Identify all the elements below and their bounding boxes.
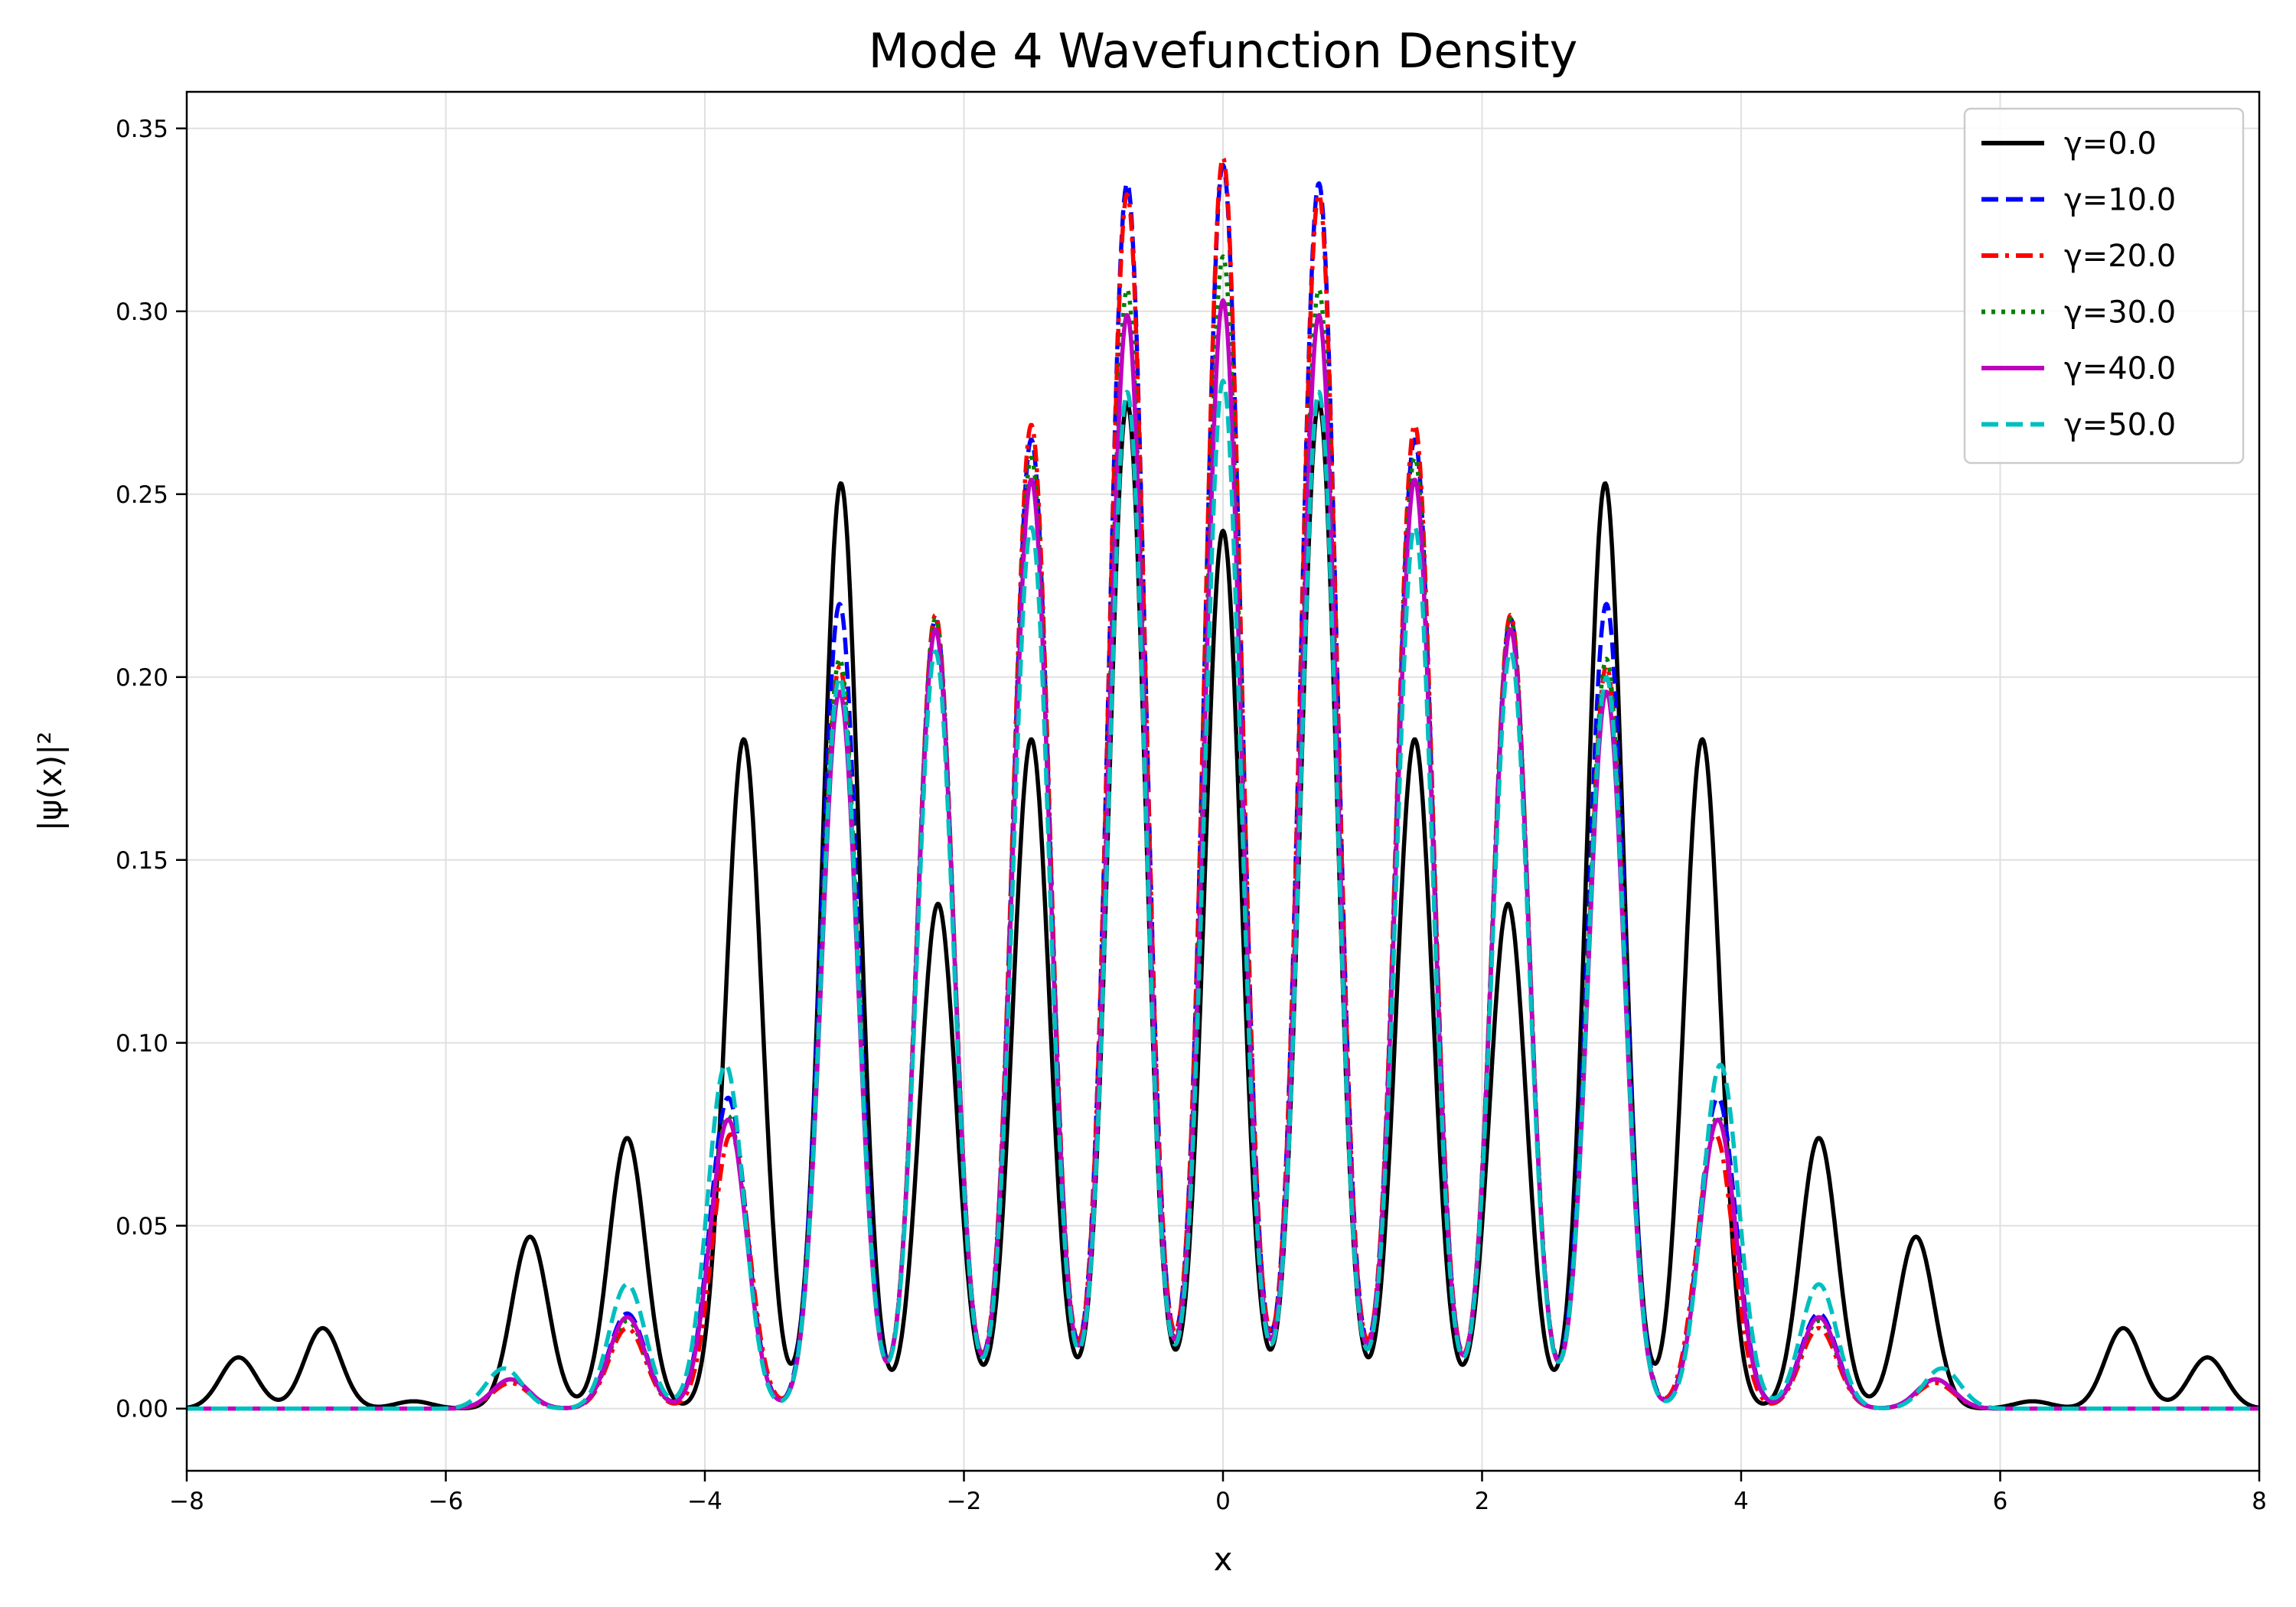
y-tick-label: 0.20 <box>116 664 168 692</box>
y-tick-label: 0.05 <box>116 1213 168 1240</box>
chart-title: Mode 4 Wavefunction Density <box>869 23 1578 79</box>
x-tick-label: 4 <box>1733 1488 1749 1515</box>
legend-label: γ=40.0 <box>2064 351 2176 386</box>
y-tick-label: 0.00 <box>116 1396 168 1423</box>
legend-label: γ=0.0 <box>2064 126 2157 161</box>
y-tick-label: 0.15 <box>116 847 168 875</box>
y-tick-label: 0.10 <box>116 1030 168 1058</box>
axis-ticks: −8 −6 −4 −2 0 2 4 6 8 0.00 0.05 0.10 0.15 0.20 0.25 0.3… <box>116 116 2267 1515</box>
x-tick-label: −4 <box>687 1488 722 1515</box>
y-tick-label: 0.35 <box>116 116 168 143</box>
series-line-5 <box>185 378 2261 1411</box>
x-tick-label: 8 <box>2252 1488 2267 1515</box>
y-tick-label: 0.25 <box>116 481 168 509</box>
legend: γ=0.0 γ=10.0 γ=20.0 γ=30.0 γ=40.0 γ=50.0 <box>1963 107 2245 464</box>
x-axis-label: x <box>1214 1540 1233 1578</box>
series-lines <box>185 155 2261 1411</box>
x-tick-label: 2 <box>1475 1488 1490 1515</box>
x-tick-label: −8 <box>169 1488 204 1515</box>
legend-label: γ=20.0 <box>2064 239 2176 274</box>
y-axis-label: |ψ(x)|² <box>31 732 69 831</box>
legend-label: γ=30.0 <box>2064 295 2176 331</box>
x-tick-label: −2 <box>947 1488 982 1515</box>
legend-label: γ=10.0 <box>2064 183 2176 218</box>
x-tick-label: 6 <box>1993 1488 2008 1515</box>
legend-label: γ=50.0 <box>2064 408 2176 443</box>
series-line-0 <box>185 400 2261 1411</box>
y-tick-label: 0.30 <box>116 298 168 326</box>
x-tick-label: −6 <box>429 1488 464 1515</box>
x-tick-label: 0 <box>1215 1488 1231 1515</box>
